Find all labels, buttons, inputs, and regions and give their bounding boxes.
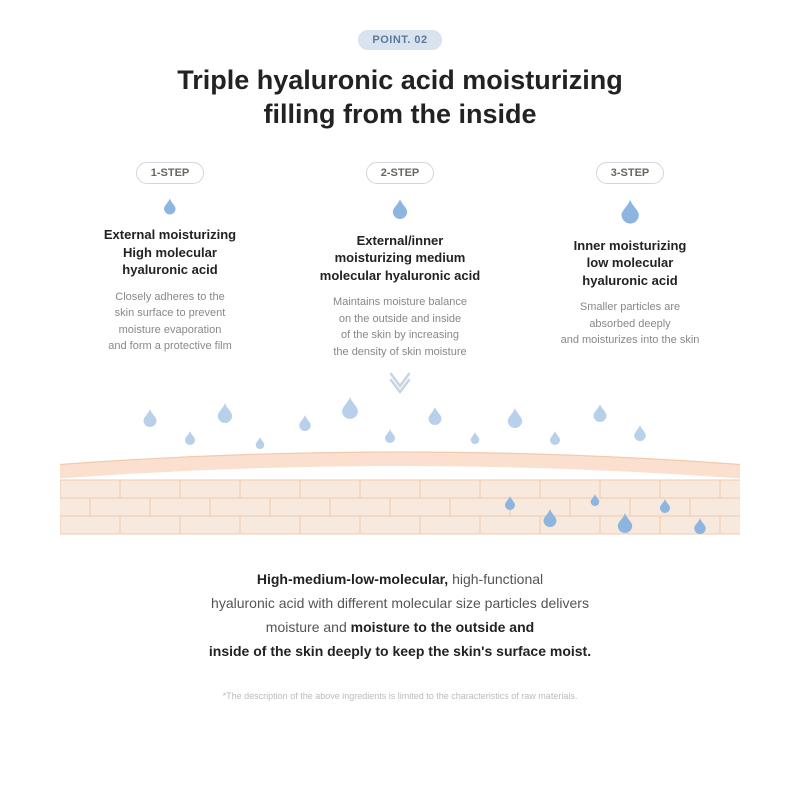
point-badge: POINT. 02	[358, 30, 441, 50]
step-badge: 1-STEP	[136, 162, 205, 184]
summary-bold-2: moisture to the outside and	[351, 619, 535, 635]
summary-bold-1: High-medium-low-molecular,	[257, 571, 448, 587]
summary-bold-3: inside of the skin deeply to keep the sk…	[209, 643, 591, 659]
headline: Triple hyaluronic acid moisturizing fill…	[177, 64, 623, 132]
summary-text-2: hyaluronic acid with different molecular…	[211, 595, 589, 611]
infographic-container: POINT. 02 Triple hyaluronic acid moistur…	[0, 0, 800, 721]
steps-row: 1-STEP External moisturizingHigh molecula…	[60, 162, 740, 361]
step-description: Smaller particles areabsorbed deeplyand …	[561, 299, 700, 349]
disclaimer: *The description of the above ingredient…	[223, 691, 578, 701]
drop-icon	[161, 196, 179, 217]
drop-icon	[389, 196, 411, 222]
headline-line-2: filling from the inside	[263, 99, 536, 129]
step-description: Maintains moisture balanceon the outside…	[333, 294, 467, 360]
step-column-2: 2-STEP External/innermoisturizing mediumm…	[290, 162, 510, 361]
summary-text: High-medium-low-molecular, high-function…	[209, 568, 591, 663]
headline-line-1: Triple hyaluronic acid moisturizing	[177, 65, 623, 95]
summary-text-3: moisture and	[266, 619, 351, 635]
drop-icon	[617, 196, 643, 227]
step-title: External moisturizingHigh molecularhyalu…	[104, 226, 236, 279]
step-badge: 2-STEP	[366, 162, 435, 184]
step-description: Closely adheres to theskin surface to pr…	[108, 289, 232, 355]
step-title: External/innermoisturizing mediummolecul…	[320, 232, 480, 285]
step-badge: 3-STEP	[596, 162, 665, 184]
step-column-1: 1-STEP External moisturizingHigh molecula…	[60, 162, 280, 361]
summary-text-1: high-functional	[448, 571, 543, 587]
step-title: Inner moisturizinglow molecularhyaluroni…	[574, 237, 687, 290]
skin-cross-section-diagram	[60, 388, 740, 548]
step-column-3: 3-STEP Inner moisturizinglow molecularhya…	[520, 162, 740, 361]
